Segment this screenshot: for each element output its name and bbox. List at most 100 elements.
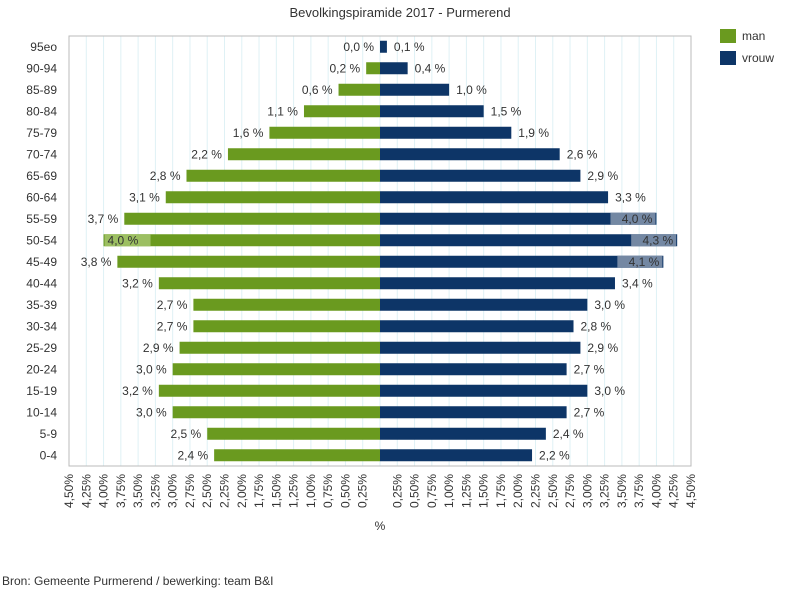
source-note: Bron: Gemeente Purmerend / bewerking: te… [2,574,274,588]
data-label-man: 1,6 % [233,126,264,140]
bar-man [124,212,381,225]
bar-man [214,449,380,462]
bar-vrouw [380,406,567,419]
data-label-vrouw: 1,0 % [456,83,487,97]
data-label-vrouw: 1,5 % [491,104,522,118]
x-tick-label: 4,00% [649,474,663,508]
category-label: 0-4 [40,448,58,462]
data-label-man: 0,6 % [302,83,333,97]
bar-vrouw [380,148,560,161]
x-axis-label: % [375,519,386,533]
data-label-man: 3,7 % [88,212,119,226]
x-tick-label: 4,50% [62,474,76,508]
data-label-bg [610,212,656,225]
bar-man [103,234,381,247]
x-tick-label: 0,50% [408,474,422,508]
data-label-bg [631,234,677,247]
x-tick-label: 1,75% [494,474,508,508]
data-label-vrouw: 0,1 % [394,40,425,54]
x-tick-label: 3,50% [615,474,629,508]
data-label-man: 3,1 % [129,190,160,204]
bar-vrouw [380,83,450,96]
data-label-man: 2,2 % [191,147,222,161]
bar-vrouw [380,341,581,354]
category-label: 30-34 [26,319,57,333]
x-tick-label: 1,50% [477,474,491,508]
data-label-vrouw: 2,9 % [587,341,618,355]
legend-swatch-vrouw [720,51,736,65]
category-label: 40-44 [26,276,57,290]
data-label-man: 0,2 % [329,61,360,75]
category-label: 80-84 [26,104,57,118]
x-tick-label: 1,50% [269,474,283,508]
legend-item-man[interactable]: man [720,27,774,45]
category-label: 60-64 [26,190,57,204]
data-label-vrouw: 4,1 % [629,255,660,269]
x-tick-label: 1,75% [252,474,266,508]
category-label: 65-69 [26,169,57,183]
x-tick-label: 2,50% [200,474,214,508]
x-tick-label: 1,00% [304,474,318,508]
bar-man [172,406,380,419]
x-tick-label: 4,00% [97,474,111,508]
x-tick-label: 0,75% [425,474,439,508]
data-label-vrouw: 3,3 % [615,190,646,204]
data-label-vrouw: 4,0 % [622,212,653,226]
bar-man [117,255,380,268]
bar-vrouw [380,126,512,139]
x-tick-label: 2,25% [529,474,543,508]
data-label-man: 4,0 % [108,233,139,247]
data-label-man: 2,7 % [157,298,188,312]
data-label-vrouw: 3,4 % [622,276,653,290]
data-label-vrouw: 3,0 % [594,384,625,398]
x-tick-label: 1,00% [442,474,456,508]
data-label-vrouw: 2,4 % [553,427,584,441]
bar-vrouw [380,298,588,311]
x-tick-label: 2,00% [235,474,249,508]
data-label-man: 3,0 % [136,362,167,376]
bar-vrouw [380,212,657,225]
x-tick-label: 3,25% [148,474,162,508]
x-tick-label: 4,50% [684,474,698,508]
legend-item-vrouw[interactable]: vrouw [720,49,774,67]
bar-vrouw [380,255,664,268]
x-tick-label: 2,25% [218,474,232,508]
x-tick-label: 0,50% [338,474,352,508]
x-tick-label: 3,00% [166,474,180,508]
category-label: 95eo [30,40,57,54]
data-label-vrouw: 2,8 % [581,319,612,333]
data-label-man: 3,2 % [122,384,153,398]
bar-vrouw [380,105,484,118]
bar-man [338,83,380,96]
data-label-man: 2,5 % [171,427,202,441]
data-label-man: 0,0 % [343,40,374,54]
category-label: 90-94 [26,61,57,75]
bar-vrouw [380,363,567,376]
category-label: 10-14 [26,405,57,419]
category-label: 75-79 [26,126,57,140]
x-tick-label: 2,75% [563,474,577,508]
legend-swatch-man [720,29,736,43]
x-tick-label: 2,00% [511,474,525,508]
bar-vrouw [380,40,387,53]
x-tick-label: 4,25% [79,474,93,508]
data-label-man: 2,7 % [157,319,188,333]
category-label: 55-59 [26,212,57,226]
category-label: 5-9 [40,427,58,441]
plot-frame [68,35,692,467]
data-label-vrouw: 2,7 % [574,405,605,419]
bar-vrouw [380,449,533,462]
category-label: 15-19 [26,384,57,398]
bar-vrouw [380,62,408,75]
bar-man [158,384,380,397]
bar-man [207,427,380,440]
category-label: 35-39 [26,298,57,312]
bar-vrouw [380,384,588,397]
bar-vrouw [380,169,581,182]
data-label-vrouw: 2,7 % [574,362,605,376]
data-label-man: 3,2 % [122,276,153,290]
data-label-vrouw: 3,0 % [594,298,625,312]
bar-man [227,148,380,161]
category-label: 45-49 [26,255,57,269]
